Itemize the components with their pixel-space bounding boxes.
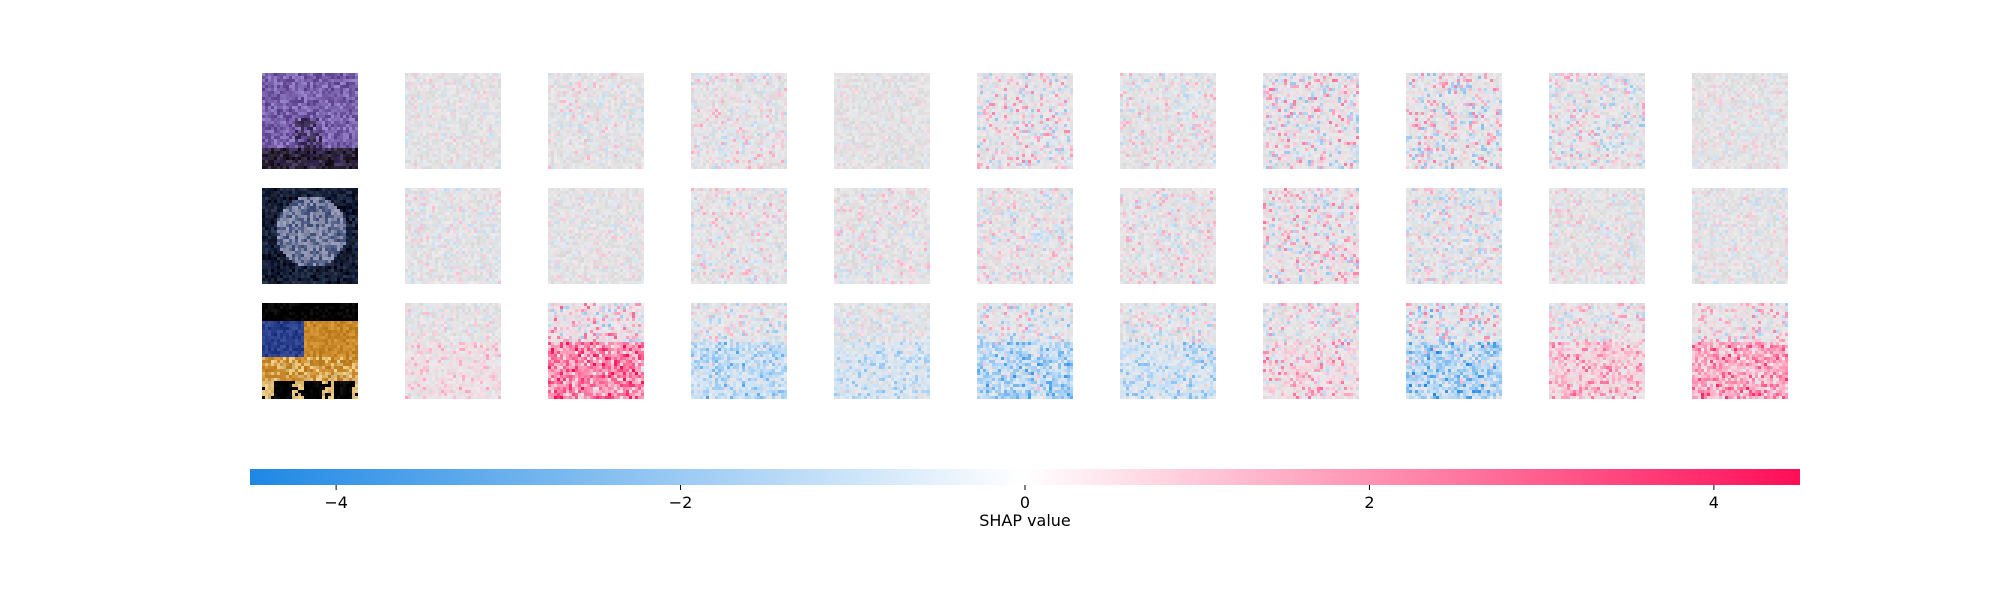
shap-map-row-1-class-7: [1263, 73, 1359, 169]
shap-map-row-2-class-9: [1549, 188, 1645, 284]
shap-map-row-3-class-7: [1263, 303, 1359, 399]
shap-map-row-2-class-7: [1263, 188, 1359, 284]
shap-map-row-1-class-10: [1692, 73, 1788, 169]
colorbar-tick-label: −2: [669, 493, 693, 512]
input-image-row-1: [262, 73, 358, 169]
shap-map-row-1-class-1: [405, 73, 501, 169]
shap-map-row-1-class-6: [1120, 73, 1216, 169]
input-image-row-2: [262, 188, 358, 284]
colorbar-ticks: −4 −2 0 2 4: [324, 485, 1719, 512]
shap-map-row-2-class-5: [977, 188, 1073, 284]
shap-map-row-3-class-9: [1549, 303, 1645, 399]
colorbar-tick-label: −4: [324, 493, 348, 512]
colorbar-tick-label: 2: [1364, 493, 1374, 512]
shap-map-row-2-class-10: [1692, 188, 1788, 284]
colorbar: −4 −2 0 2 4 SHAP value: [250, 469, 1800, 530]
shap-map-row-1-class-5: [977, 73, 1073, 169]
shap-map-row-3-class-8: [1406, 303, 1502, 399]
image-grid: [262, 73, 1788, 399]
shap-map-row-3-class-6: [1120, 303, 1216, 399]
shap-map-row-2-class-8: [1406, 188, 1502, 284]
colorbar-gradient: [250, 469, 1800, 485]
shap-map-row-1-class-4: [834, 73, 930, 169]
shap-map-row-1-class-9: [1549, 73, 1645, 169]
shap-map-row-2-class-2: [548, 188, 644, 284]
shap-map-row-3-class-1: [405, 303, 501, 399]
shap-map-row-3-class-3: [691, 303, 787, 399]
shap-map-row-2-class-6: [1120, 188, 1216, 284]
shap-map-row-2-class-1: [405, 188, 501, 284]
shap-map-row-3-class-10: [1692, 303, 1788, 399]
colorbar-label: SHAP value: [979, 511, 1071, 530]
shap-map-row-3-class-2: [548, 303, 644, 399]
shap-map-row-1-class-2: [548, 73, 644, 169]
input-image-row-3: [262, 303, 358, 399]
shap-map-row-1-class-3: [691, 73, 787, 169]
shap-map-row-1-class-8: [1406, 73, 1502, 169]
shap-map-row-3-class-4: [834, 303, 930, 399]
shap-map-row-2-class-3: [691, 188, 787, 284]
colorbar-tick-label: 0: [1020, 493, 1030, 512]
shap-map-row-3-class-5: [977, 303, 1073, 399]
colorbar-tick-label: 4: [1709, 493, 1719, 512]
shap-map-row-2-class-4: [834, 188, 930, 284]
